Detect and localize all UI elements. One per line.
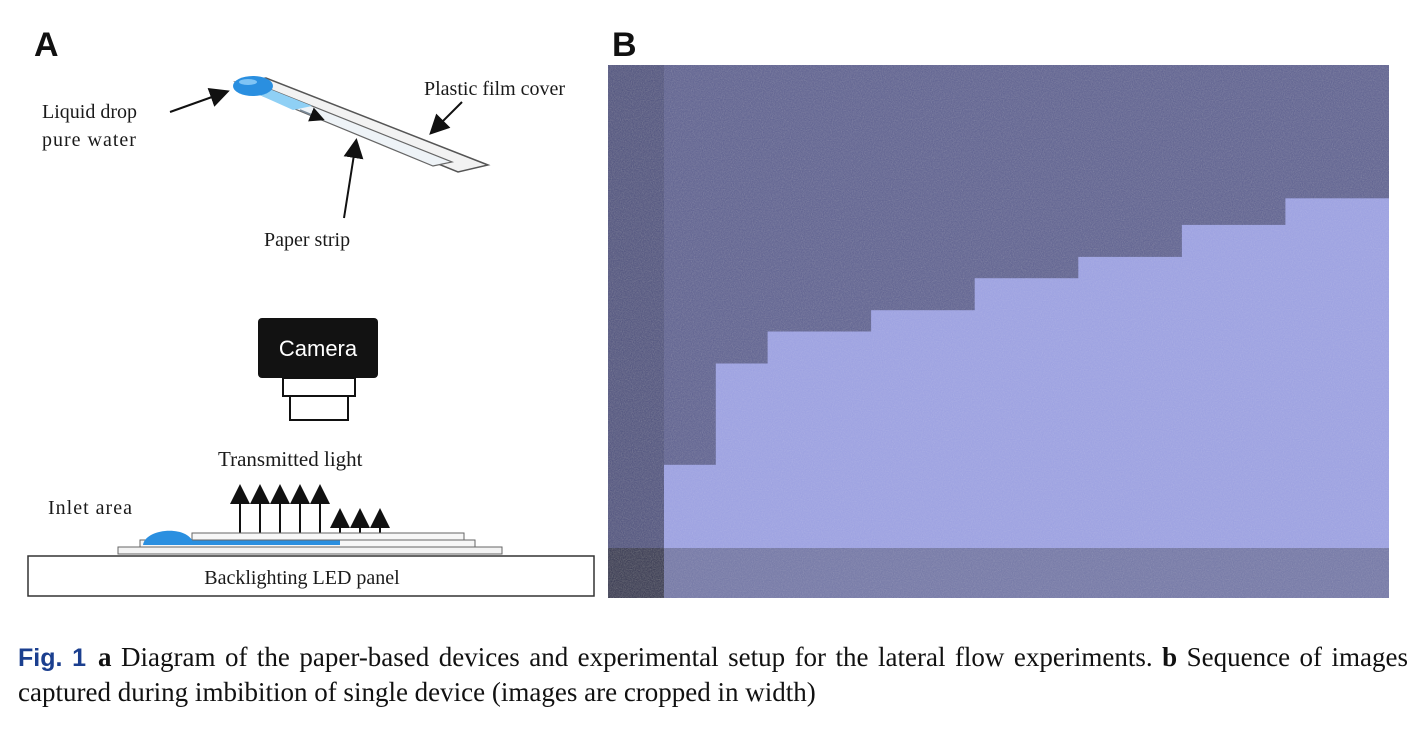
upper-film — [191, 532, 465, 541]
pure-water-label: pure water — [42, 129, 137, 151]
film-callout-arrow — [429, 101, 463, 135]
drop-highlight — [239, 79, 257, 85]
transmitted-light-label: Transmitted light — [218, 447, 363, 471]
led-panel — [27, 555, 595, 597]
caption-b-tag: b — [1162, 642, 1178, 672]
panel-a-label: A — [34, 26, 59, 64]
transmitted-light-arrows — [230, 484, 390, 533]
wet-front-step — [1285, 198, 1338, 598]
caption-b-text: Sequence of images captured during imbib… — [18, 642, 1409, 707]
liquid-drop-icon — [233, 76, 273, 96]
figure-caption: Fig. 1 a Diagram of the paper-based devic… — [18, 640, 1408, 709]
liquid-drop-label: Liquid drop — [42, 101, 137, 123]
inlet-area-label: Inlet area — [48, 497, 133, 519]
led-panel-label: Backlighting LED panel — [204, 567, 400, 589]
base-plate — [117, 546, 503, 555]
wet-front-step — [974, 278, 1028, 598]
strip-callout-arrow — [343, 138, 364, 219]
inlet-drop-icon — [143, 530, 194, 545]
camera-mount — [282, 377, 356, 397]
caption-a-tag: a — [98, 642, 112, 672]
wet-front-step — [1337, 198, 1389, 598]
inlet-column — [608, 65, 664, 598]
paper-strip-label: Paper strip — [264, 229, 350, 251]
wet-front-step — [1026, 278, 1079, 598]
wet-front-step — [1233, 224, 1286, 598]
drop-callout-arrow — [169, 87, 230, 113]
wet-front-step — [1130, 256, 1183, 598]
plastic-film-label: Plastic film cover — [424, 78, 565, 100]
panel-b-label: B — [612, 26, 637, 64]
imbibition-image — [608, 65, 1389, 598]
flow-arrow-icon — [299, 107, 325, 122]
bottom-strip-edge — [608, 548, 1389, 598]
wet-strip-side — [150, 540, 340, 545]
camera-label: Camera — [279, 336, 358, 361]
camera-lens — [289, 395, 349, 421]
bottom-left-corner — [608, 548, 664, 598]
figure-label: Fig. 1 — [18, 644, 87, 672]
wet-front-step — [1181, 224, 1235, 598]
camera-body — [258, 318, 378, 378]
caption-a-text: Diagram of the paper-based devices and e… — [121, 642, 1153, 672]
device-diagram: Liquid drop pure water Plastic film cove… — [27, 76, 595, 597]
wet-front-step — [1078, 256, 1131, 598]
